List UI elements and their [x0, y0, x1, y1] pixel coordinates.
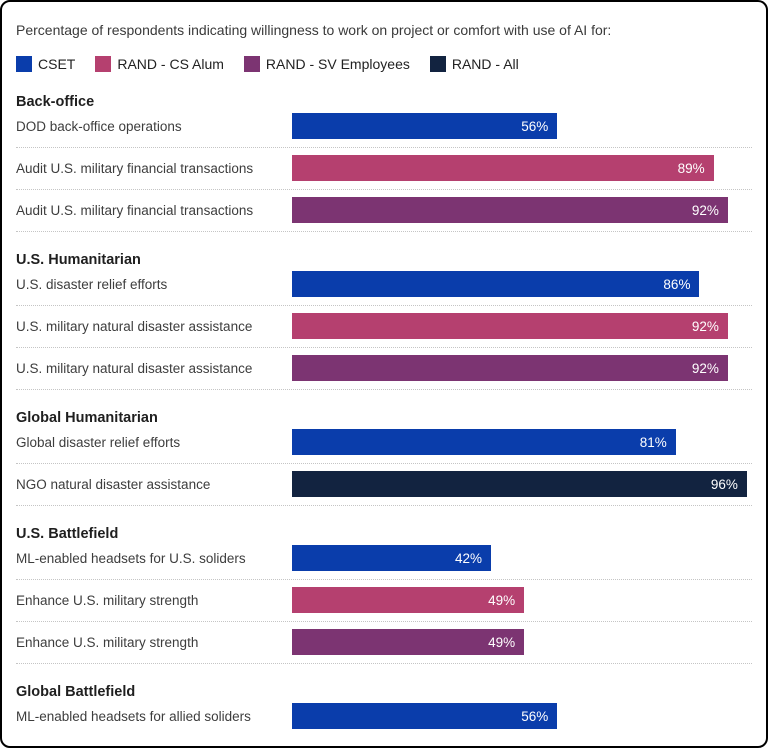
legend-swatch-rand-sv-employees: [243, 55, 260, 72]
bar-track: 49%: [292, 629, 752, 655]
chart-group: Back-office DOD back-office operations 56%…: [16, 94, 752, 232]
legend-item-rand-all: RAND - All: [429, 55, 519, 72]
row-label: Enhance U.S. military strength: [16, 592, 199, 608]
bar-row: Audit U.S. military financial transactio…: [16, 197, 752, 232]
legend-item-cset: CSET: [16, 55, 76, 72]
chart-group: Global Humanitarian Global disaster relie…: [16, 410, 752, 506]
legend-label-cset: CSET: [38, 55, 76, 72]
row-label: U.S. military natural disaster assistanc…: [16, 318, 253, 334]
bar-track: 81%: [292, 429, 752, 455]
legend-label-rand-sv-employees: RAND - SV Employees: [265, 55, 410, 72]
bar-track: 49%: [292, 587, 752, 613]
bar-value-label: 96%: [710, 476, 738, 492]
bar: 81%: [292, 429, 676, 455]
row-label: ML-enabled headsets for U.S. soliders: [16, 550, 246, 566]
chart-title: Percentage of respondents indicating wil…: [16, 22, 612, 38]
bar: 86%: [292, 271, 700, 297]
bar-row: Global disaster relief efforts 81%: [16, 429, 752, 464]
chart-group: Global Battlefield ML-enabled headsets fo…: [16, 685, 752, 729]
group-header: Global Battlefield: [16, 684, 136, 700]
chart-group: U.S. Battlefield ML-enabled headsets for …: [16, 526, 752, 664]
bar: 92%: [292, 355, 728, 381]
bar-track: 56%: [292, 703, 752, 729]
legend-swatch-cset: [16, 55, 32, 72]
bar-value-label: 81%: [639, 434, 667, 450]
row-label: Audit U.S. military financial transactio…: [16, 202, 254, 218]
row-label: DOD back-office operations: [16, 118, 182, 134]
legend-swatch-rand-cs-alum: [95, 55, 112, 72]
bar-row: Audit U.S. military financial transactio…: [16, 155, 752, 190]
legend-item-rand-sv-employees: RAND - SV Employees: [243, 55, 410, 72]
chart-group: U.S. Humanitarian U.S. disaster relief ef…: [16, 252, 752, 390]
bar-value-label: 89%: [677, 160, 705, 176]
legend-label-rand-cs-alum: RAND - CS Alum: [117, 55, 224, 72]
legend: CSET RAND - CS Alum RAND - SV Employees …: [16, 55, 752, 72]
bar-value-label: 56%: [521, 708, 549, 724]
row-label: U.S. military natural disaster assistanc…: [16, 360, 253, 376]
bar-track: 92%: [292, 313, 752, 339]
bar-track: 56%: [292, 113, 752, 139]
bar: 49%: [292, 587, 525, 613]
bar: 92%: [292, 313, 728, 339]
legend-item-rand-cs-alum: RAND - CS Alum: [95, 55, 224, 72]
bar-value-label: 92%: [691, 318, 719, 334]
bar-track: 92%: [292, 355, 752, 381]
bar-row: NGO natural disaster assistance 96%: [16, 471, 752, 506]
bar-value-label: 92%: [691, 360, 719, 376]
bar-row: Enhance U.S. military strength 49%: [16, 587, 752, 622]
group-header: Global Humanitarian: [16, 410, 158, 426]
bar-value-label: 56%: [521, 118, 549, 134]
bar-row: U.S. military natural disaster assistanc…: [16, 313, 752, 348]
bar-track: 42%: [292, 545, 752, 571]
group-header: U.S. Battlefield: [16, 526, 119, 542]
bar-track: 92%: [292, 197, 752, 223]
bar-row: U.S. military natural disaster assistanc…: [16, 355, 752, 390]
bar-value-label: 49%: [488, 634, 516, 650]
row-label: Global disaster relief efforts: [16, 434, 181, 450]
row-label: NGO natural disaster assistance: [16, 476, 211, 492]
row-label: Enhance U.S. military strength: [16, 634, 199, 650]
bar: 92%: [292, 197, 728, 223]
bar-track: 89%: [292, 155, 752, 181]
chart-body: Back-office DOD back-office operations 56%…: [16, 95, 752, 729]
bar-value-label: 42%: [454, 550, 482, 566]
group-header: Back-office: [16, 94, 95, 110]
bar-row: ML-enabled headsets for U.S. soliders 42%: [16, 545, 752, 580]
bar-track: 96%: [292, 471, 752, 497]
bar: 49%: [292, 629, 525, 655]
bar-value-label: 49%: [488, 592, 516, 608]
legend-swatch-rand-all: [429, 55, 446, 72]
bar: 96%: [292, 471, 747, 497]
bar-row: U.S. disaster relief efforts 86%: [16, 271, 752, 306]
bar-row: ML-enabled headsets for allied soliders 5…: [16, 703, 752, 729]
bar: 42%: [292, 545, 491, 571]
bar-row: DOD back-office operations 56%: [16, 113, 752, 148]
row-label: Audit U.S. military financial transactio…: [16, 160, 254, 176]
bar-value-label: 86%: [663, 276, 691, 292]
bar-row: Enhance U.S. military strength 49%: [16, 629, 752, 664]
group-header: U.S. Humanitarian: [16, 252, 141, 268]
bar: 56%: [292, 703, 558, 729]
legend-label-rand-all: RAND - All: [451, 55, 519, 72]
bar-value-label: 92%: [691, 202, 719, 218]
row-label: U.S. disaster relief efforts: [16, 276, 168, 292]
bar-track: 86%: [292, 271, 752, 297]
row-label: ML-enabled headsets for allied soliders: [16, 708, 251, 724]
bar: 56%: [292, 113, 558, 139]
bar: 89%: [292, 155, 714, 181]
